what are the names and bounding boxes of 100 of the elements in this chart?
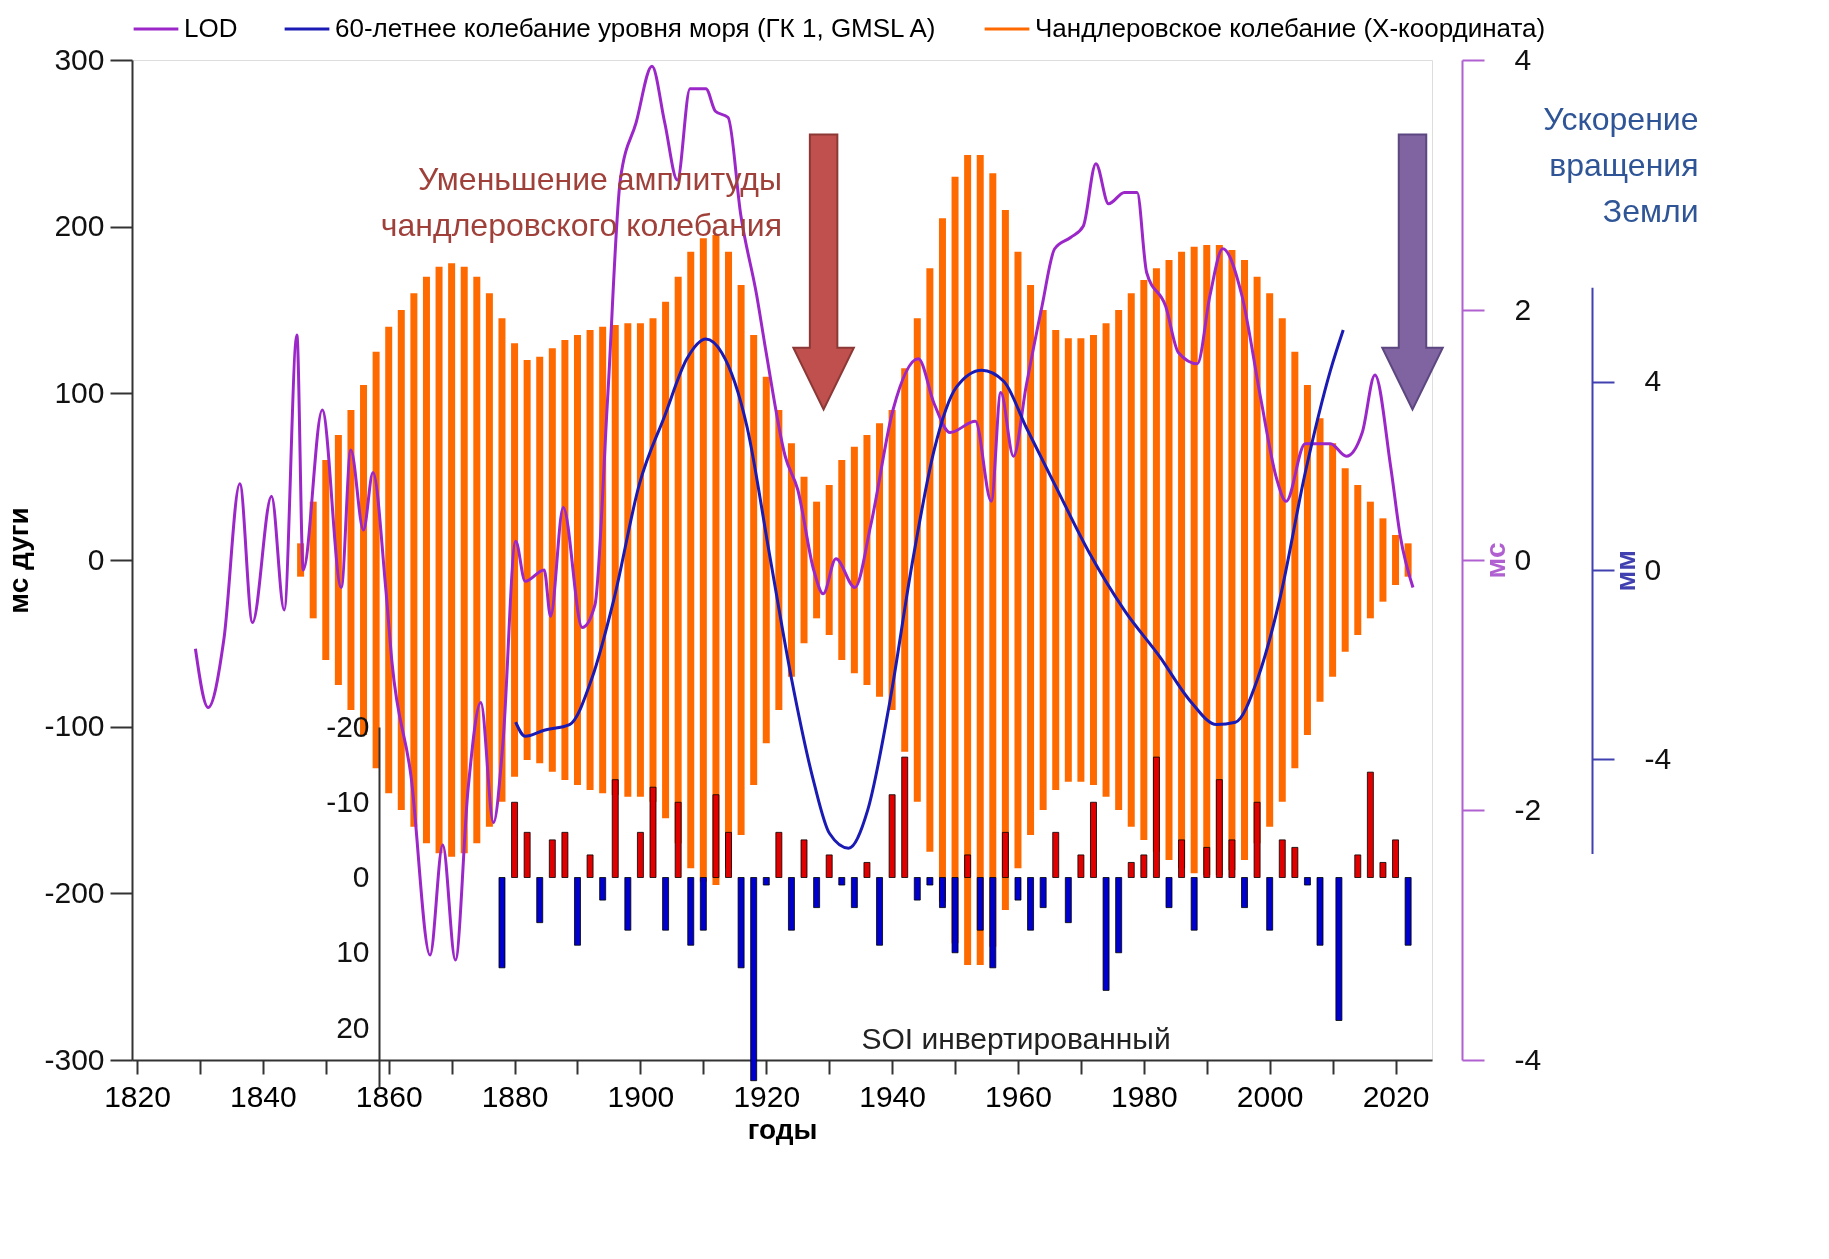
y-tick-label: 200 <box>54 209 105 243</box>
y-tick-label: -10 <box>326 784 370 818</box>
bar <box>1366 501 1374 619</box>
bar <box>649 786 657 878</box>
bar <box>1064 338 1072 782</box>
bar <box>800 839 808 878</box>
bar <box>1266 293 1274 827</box>
y2-tick-label: 4 <box>1514 42 1532 76</box>
y2-tick-label: 2 <box>1514 292 1532 326</box>
x-tick-label: 1900 <box>607 1079 675 1113</box>
bar <box>787 443 795 677</box>
bar <box>838 877 846 886</box>
bar <box>1001 831 1009 878</box>
bar <box>825 485 833 635</box>
bar <box>473 276 481 844</box>
bar <box>1027 285 1035 835</box>
bar <box>637 831 644 878</box>
bar <box>1278 839 1286 878</box>
y-tick-label: -100 <box>44 709 105 743</box>
x-tick-label: 1940 <box>859 1079 926 1113</box>
bar <box>1165 877 1173 908</box>
annotation: SOI инвертированный <box>861 1022 1171 1055</box>
y3-tick-label: -4 <box>1644 741 1672 775</box>
y2-tick-label: -4 <box>1514 1042 1542 1076</box>
bar <box>762 376 770 744</box>
bar <box>850 446 858 674</box>
bar <box>951 877 959 954</box>
x-tick-label: 1920 <box>733 1079 801 1113</box>
bar <box>624 323 632 797</box>
bar <box>838 460 846 660</box>
bar <box>1303 385 1311 735</box>
bar <box>397 310 405 810</box>
bar <box>1052 831 1060 878</box>
bar <box>1341 468 1349 652</box>
bar <box>1266 877 1274 931</box>
y-tick-label: 10 <box>336 935 370 969</box>
y-tick-label: 20 <box>336 1010 370 1044</box>
bar <box>674 801 682 878</box>
bar <box>586 854 594 878</box>
bar <box>435 266 443 854</box>
bar <box>523 360 531 760</box>
bar <box>1329 443 1337 677</box>
y-tick-label: 0 <box>352 860 370 893</box>
bar <box>322 460 330 660</box>
x-tick-label: 1960 <box>985 1079 1052 1113</box>
bar <box>586 330 594 790</box>
y3-tick-label: 0 <box>1644 552 1662 586</box>
bar <box>1090 801 1097 878</box>
bar <box>347 410 355 710</box>
bar <box>1392 535 1400 585</box>
bar <box>813 501 821 619</box>
y3-tick-label: 4 <box>1644 364 1662 397</box>
bar <box>712 794 720 878</box>
legend-label: LOD <box>184 13 238 43</box>
bar <box>725 831 732 878</box>
bar <box>1241 260 1249 860</box>
bar <box>813 877 821 908</box>
bar <box>1102 877 1110 991</box>
bar <box>762 877 770 886</box>
x-tick-label: 2000 <box>1236 1079 1304 1113</box>
bar <box>1203 847 1211 878</box>
bar <box>1089 335 1097 785</box>
y-axis-title: мс дуги <box>3 507 35 614</box>
bar <box>913 877 921 901</box>
bar <box>1379 518 1387 602</box>
bar <box>737 877 745 969</box>
x-tick-label: 1880 <box>481 1079 549 1113</box>
bar <box>536 356 544 764</box>
bar <box>964 155 972 965</box>
bar <box>511 801 518 878</box>
bar <box>876 423 884 697</box>
bar <box>498 877 506 969</box>
bar <box>1014 877 1022 901</box>
bar <box>1241 877 1248 908</box>
bar <box>1115 310 1123 810</box>
bar <box>699 877 707 931</box>
bar <box>334 435 342 685</box>
y2-tick-label: -2 <box>1514 792 1542 826</box>
bar <box>1077 338 1085 782</box>
bar <box>309 501 317 619</box>
bar <box>410 293 418 827</box>
x-tick-label: 1840 <box>229 1079 297 1113</box>
bar <box>1039 310 1047 810</box>
text: Ускорение вращения Земли <box>1543 101 1699 229</box>
bar <box>548 348 556 772</box>
bar <box>624 877 632 931</box>
bar <box>775 831 783 878</box>
bar <box>1379 862 1387 878</box>
bar <box>536 877 544 924</box>
bar <box>1278 318 1286 802</box>
bar <box>687 251 695 869</box>
bar <box>989 877 997 969</box>
bar <box>1316 877 1324 946</box>
bar <box>1077 854 1085 878</box>
bar <box>1039 877 1047 908</box>
bar <box>1115 877 1123 954</box>
bar <box>548 839 556 878</box>
bar <box>850 877 858 908</box>
bar <box>1335 877 1343 1021</box>
bar <box>460 266 468 854</box>
